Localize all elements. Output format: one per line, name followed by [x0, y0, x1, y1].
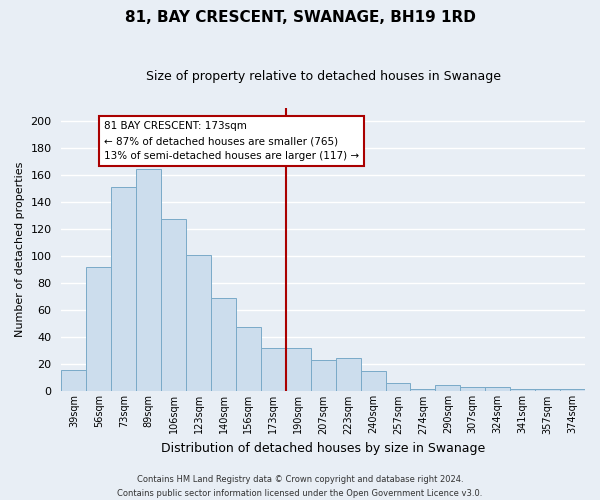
Bar [136, 168, 161, 392]
Y-axis label: Number of detached properties: Number of detached properties [15, 162, 25, 338]
Bar [286, 348, 311, 392]
X-axis label: Distribution of detached houses by size in Swanage: Distribution of detached houses by size … [161, 442, 485, 455]
Title: Size of property relative to detached houses in Swanage: Size of property relative to detached ho… [146, 70, 501, 83]
Bar [386, 384, 410, 392]
Text: Contains HM Land Registry data © Crown copyright and database right 2024.
Contai: Contains HM Land Registry data © Crown c… [118, 476, 482, 498]
Bar [410, 388, 436, 392]
Bar [335, 358, 361, 392]
Bar [236, 326, 261, 392]
Bar [535, 388, 560, 392]
Bar [361, 371, 386, 392]
Bar [211, 298, 236, 392]
Bar [61, 370, 86, 392]
Bar [111, 188, 136, 392]
Bar [460, 388, 485, 392]
Bar [161, 218, 186, 392]
Bar [436, 384, 460, 392]
Bar [86, 267, 111, 392]
Bar [560, 388, 585, 392]
Bar [485, 388, 510, 392]
Bar [186, 255, 211, 392]
Text: 81 BAY CRESCENT: 173sqm
← 87% of detached houses are smaller (765)
13% of semi-d: 81 BAY CRESCENT: 173sqm ← 87% of detache… [104, 122, 359, 161]
Bar [261, 348, 286, 392]
Bar [311, 360, 335, 392]
Bar [510, 388, 535, 392]
Text: 81, BAY CRESCENT, SWANAGE, BH19 1RD: 81, BAY CRESCENT, SWANAGE, BH19 1RD [125, 10, 475, 25]
